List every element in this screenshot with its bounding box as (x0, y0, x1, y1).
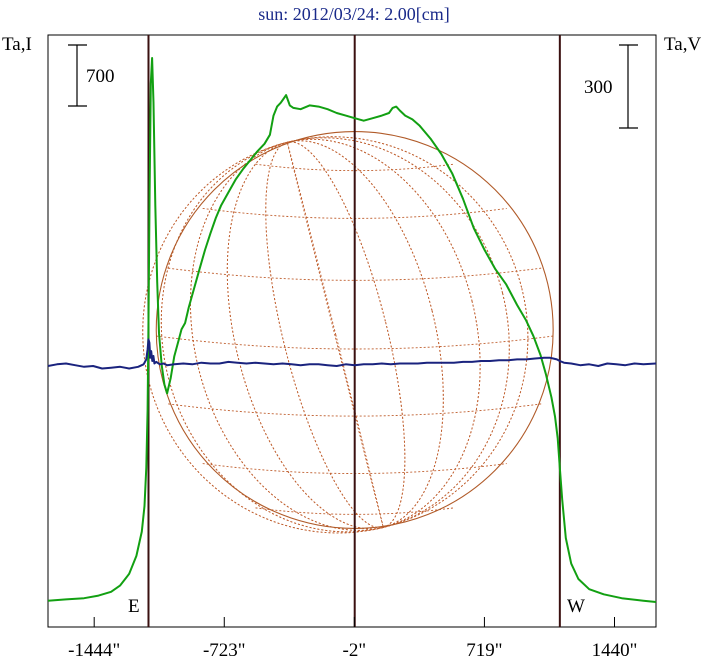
scale-bar-left: 700 (68, 44, 115, 107)
longitude-line (190, 138, 481, 531)
limb-label-west: W (567, 596, 585, 617)
series-line-V (47, 338, 657, 370)
y-axis-label-left: Ta,I (2, 34, 32, 55)
x-tick-label: -2" (343, 640, 367, 661)
series-line-I (47, 57, 657, 603)
latitude-line (255, 507, 454, 515)
scale-label-left: 700 (86, 66, 115, 87)
longitude-line (142, 136, 529, 534)
heliographic-grid (142, 136, 554, 534)
series-layer (47, 57, 657, 603)
x-tick-label: 1440" (592, 640, 638, 661)
longitude-line (190, 138, 481, 531)
latitude-line (255, 163, 454, 172)
latitude-line (156, 335, 554, 350)
x-tick-label: -723" (203, 640, 246, 661)
longitude-line (160, 137, 510, 533)
x-tick-label: -1444" (68, 640, 120, 661)
longitude-line (160, 137, 510, 533)
plot-frame (47, 34, 657, 628)
limb-markers (147, 35, 561, 627)
chart-title: sun: 2012/03/24: 2.00[cm] (258, 4, 450, 24)
x-tick-label: 719" (466, 640, 502, 661)
longitude-line (265, 141, 406, 529)
solar-disk (142, 130, 554, 534)
longitude-line (286, 141, 384, 528)
y-axis-label-right: Ta,V (664, 34, 701, 55)
scale-label-right: 300 (584, 77, 613, 98)
longitude-line (142, 136, 529, 534)
limb-label-east: E (128, 596, 140, 617)
x-axis-ticks: -1444" -723" -2" 719" 1440" (68, 617, 637, 661)
scale-bar-right: 300 (584, 44, 638, 129)
